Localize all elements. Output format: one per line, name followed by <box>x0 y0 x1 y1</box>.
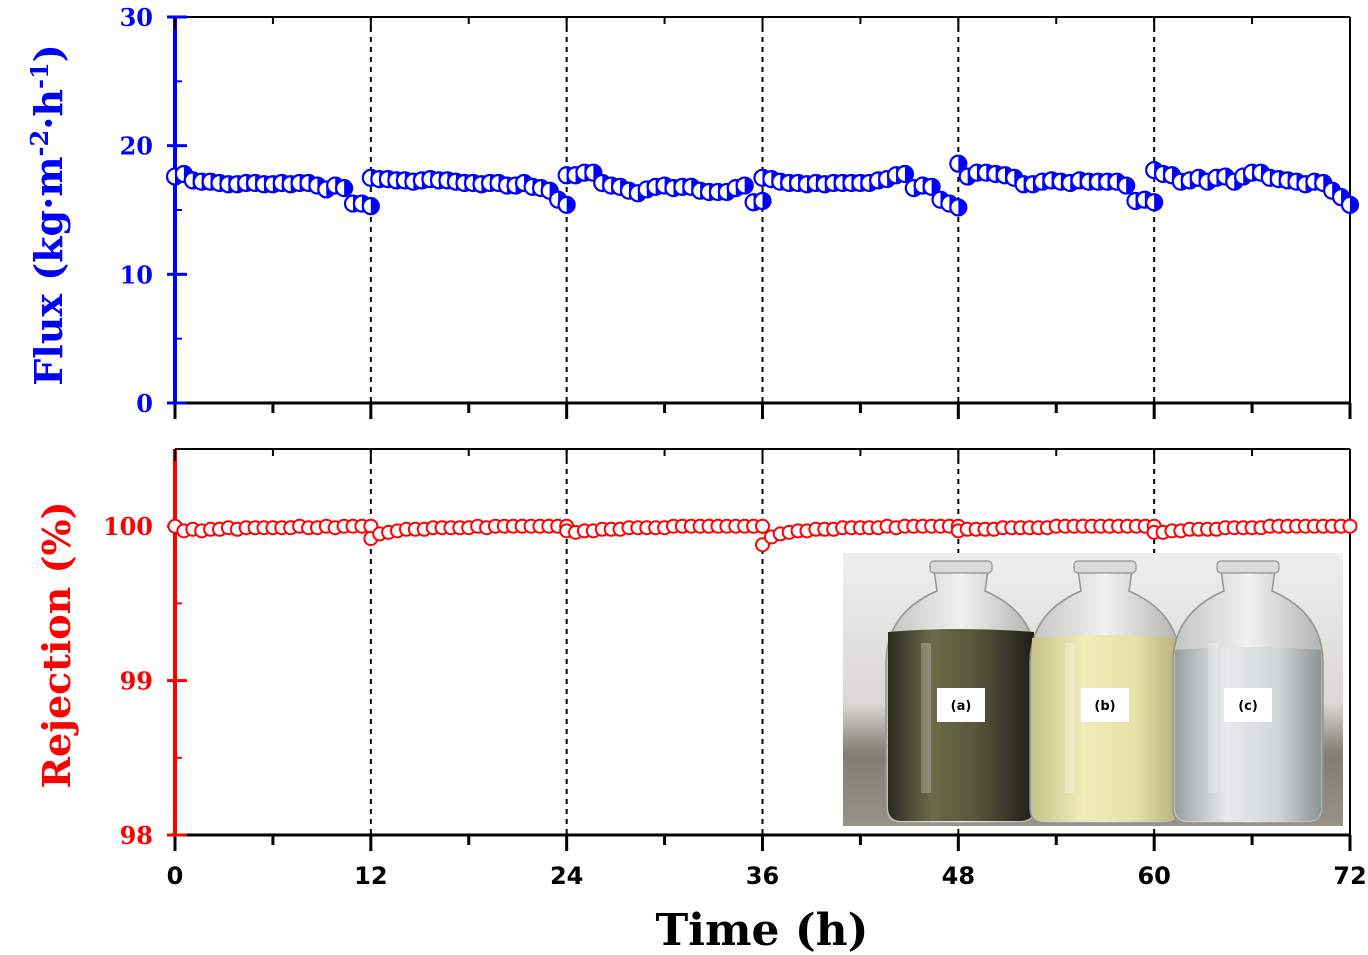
data-point-fill <box>1350 196 1358 213</box>
y-tick-label: 99 <box>120 667 153 696</box>
y-tick-label: 30 <box>120 3 153 32</box>
bottle-lip <box>1073 560 1137 574</box>
y-tick-label: 10 <box>120 260 153 289</box>
x-axis-title: Time (h) <box>656 905 869 955</box>
inset-photo: (a) (b) (c) <box>843 553 1343 826</box>
x-tick-label: 72 <box>1333 862 1366 890</box>
data-point-fill <box>1154 194 1163 211</box>
data-point-fill <box>566 196 575 213</box>
bottle-highlight <box>1065 643 1075 793</box>
inset-label-box <box>1081 688 1129 722</box>
data-point <box>755 518 770 534</box>
x-tick-label: 12 <box>354 862 387 890</box>
bottle-liquid <box>1175 647 1321 821</box>
inset-label-box <box>1224 688 1272 722</box>
inset-label: (a) <box>951 699 972 714</box>
data-point-fill <box>958 155 967 172</box>
bottle-highlight <box>921 643 931 793</box>
data-point-fill <box>931 178 940 195</box>
data-point-fill <box>370 198 379 215</box>
x-tick-label: 24 <box>550 862 583 890</box>
x-tick-label: 36 <box>746 862 779 890</box>
data-point-fill <box>1126 177 1135 194</box>
bottle-lip <box>929 560 993 574</box>
x-tick-label: 48 <box>942 862 975 890</box>
flux-panel: 0 10 20 30 Flux (kg·m-2·h-1) <box>25 3 1360 419</box>
data-point-fill <box>958 199 967 216</box>
y-tick-label: 100 <box>103 512 153 541</box>
bottle-liquid <box>1032 635 1178 821</box>
bottle-lip <box>1216 560 1280 574</box>
y-tick-label: 98 <box>120 821 153 850</box>
inset-label: (c) <box>1238 699 1258 714</box>
y-tick-label: 20 <box>120 132 153 161</box>
data-point-fill <box>762 192 771 209</box>
inset-label: (b) <box>1094 699 1115 714</box>
x-tick-label: 0 <box>167 862 184 890</box>
bottle-liquid <box>888 629 1034 821</box>
rejection-axis-title: Rejection (%) <box>34 501 79 788</box>
data-point-fill <box>904 165 913 182</box>
x-tick-label: 60 <box>1137 862 1170 890</box>
y-tick-label: 0 <box>136 389 153 418</box>
bottle-highlight <box>1208 643 1218 793</box>
data-point-fill <box>344 180 353 197</box>
data-point-fill <box>744 177 753 194</box>
data-point <box>1342 518 1358 534</box>
inset-label-box <box>937 688 985 722</box>
flux-axis-title: Flux (kg·m-2·h-1) <box>25 44 72 385</box>
rejection-panel: 98 99 100 0 12 24 36 48 60 72 Rejection (%) <box>34 448 1367 890</box>
